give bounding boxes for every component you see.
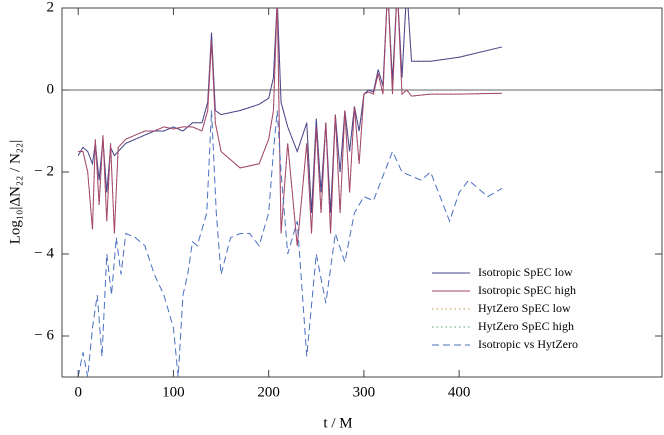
x-tick-label: 200 — [257, 384, 280, 400]
series-line — [77, 8, 503, 214]
y-tick-label: − 6 — [34, 327, 54, 343]
plot-frame — [61, 7, 663, 378]
y-tick-label: 2 — [47, 0, 55, 15]
y-axis-title: Log₁₀|ΔN₂₂ / N₂₂| — [7, 140, 23, 245]
legend-label: Isotropic SpEC low — [478, 265, 573, 279]
x-tick-label: 400 — [448, 384, 471, 400]
legend-label: HytZero SpEC high — [478, 319, 574, 333]
y-tick-label: − 4 — [34, 245, 54, 261]
legend-label: Isotropic SpEC high — [478, 283, 576, 297]
x-tick-label: 100 — [162, 384, 185, 400]
series-line — [78, 8, 503, 246]
series-line — [77, 8, 503, 214]
series-line — [78, 8, 503, 246]
legend-label: Isotropic vs HytZero — [478, 337, 578, 351]
y-tick-label: − 2 — [34, 163, 54, 179]
legend-label: HytZero SpEC low — [478, 301, 571, 315]
series-line — [77, 110, 503, 377]
y-tick-label: 0 — [47, 81, 55, 97]
x-tick-label: 300 — [353, 384, 376, 400]
x-axis-title: t / M — [323, 415, 352, 431]
plot-area — [62, 8, 662, 377]
x-tick-label: 0 — [74, 384, 82, 400]
